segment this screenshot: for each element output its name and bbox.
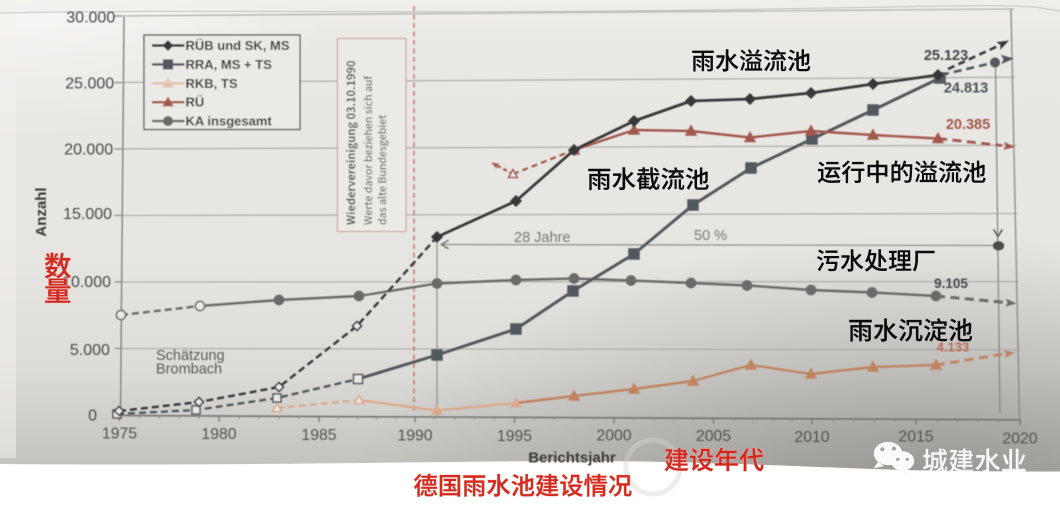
svg-text:Berichtsjahr: Berichtsjahr [528,450,616,467]
svg-text:2010: 2010 [794,429,829,446]
svg-text:1980: 1980 [201,426,236,443]
svg-text:2015: 2015 [898,429,933,446]
svg-text:RÜ: RÜ [186,95,205,110]
svg-text:25.123: 25.123 [924,48,968,64]
svg-text:2005: 2005 [696,428,731,445]
svg-text:RRA, MS + TS: RRA, MS + TS [186,57,273,72]
svg-text:RKB, TS: RKB, TS [186,76,238,91]
svg-text:2020: 2020 [1002,431,1037,448]
svg-text:10.000: 10.000 [62,274,111,291]
svg-text:Anzahl: Anzahl [33,187,50,236]
svg-text:28 Jahre: 28 Jahre [514,230,570,246]
svg-text:30.000: 30.000 [66,10,115,27]
svg-text:KA insgesamt: KA insgesamt [186,114,273,129]
svg-text:24.813: 24.813 [944,81,988,97]
svg-text:2000: 2000 [596,428,631,445]
svg-text:RÜB und SK, MS: RÜB und SK, MS [186,38,290,53]
svg-text:1990: 1990 [397,428,432,445]
svg-text:1975: 1975 [102,426,137,443]
svg-text:50 %: 50 % [694,228,727,244]
svg-text:15.000: 15.000 [63,206,112,223]
svg-text:9.105: 9.105 [934,276,968,291]
svg-text:20.000: 20.000 [64,142,113,159]
svg-text:4.133: 4.133 [937,340,970,355]
svg-text:Schätzung: Schätzung [156,348,225,364]
svg-text:Brombach: Brombach [156,362,222,378]
svg-text:20.385: 20.385 [946,117,990,133]
svg-text:0: 0 [88,408,97,425]
svg-text:1985: 1985 [301,427,336,444]
svg-text:1995: 1995 [497,428,532,445]
svg-text:25.000: 25.000 [65,76,114,93]
svg-text:5.000: 5.000 [70,342,110,359]
